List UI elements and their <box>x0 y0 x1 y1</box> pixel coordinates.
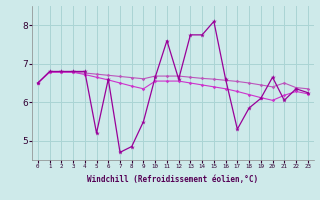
X-axis label: Windchill (Refroidissement éolien,°C): Windchill (Refroidissement éolien,°C) <box>87 175 258 184</box>
